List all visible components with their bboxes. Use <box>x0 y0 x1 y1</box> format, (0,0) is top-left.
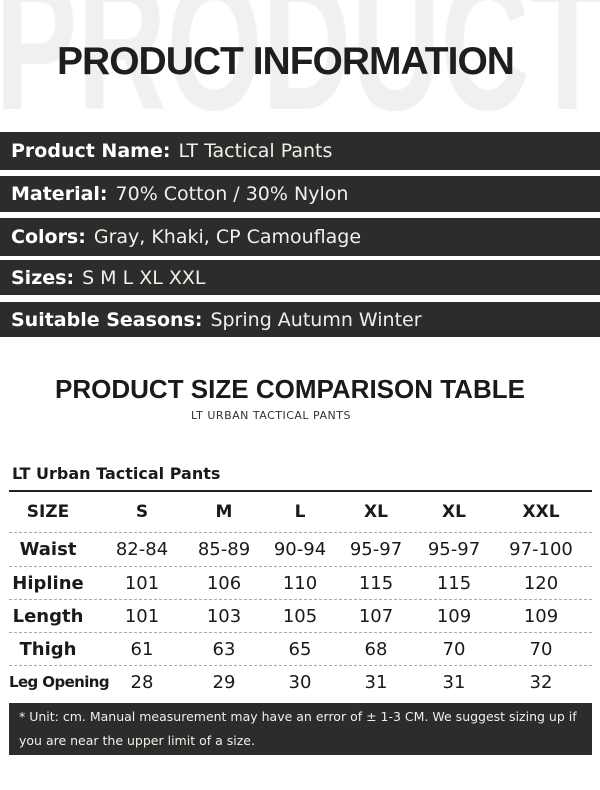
table-cell: 97-100 <box>509 539 573 560</box>
table-cell: 106 <box>206 573 242 594</box>
info-bar: Sizes: S M L XL XXL <box>0 260 600 295</box>
table-cell: 82-84 <box>115 539 169 560</box>
table-cell: S <box>135 502 149 522</box>
info-value: LT Tactical Pants <box>178 140 333 162</box>
table-cell: 65 <box>288 639 312 660</box>
divider <box>9 490 592 492</box>
table-row: Hipline 101 106 110 115 115 120 <box>9 566 592 599</box>
table-cell: 61 <box>130 639 154 660</box>
info-value: 70% Cotton / 30% Nylon <box>115 183 349 205</box>
table-cell: 105 <box>282 606 318 627</box>
info-bar: Colors: Gray, Khaki, CP Camouflage <box>0 218 600 256</box>
table-cell: 109 <box>436 606 472 627</box>
table-cell: 68 <box>364 639 388 660</box>
table-cell: 70 <box>529 639 553 660</box>
table-cell: 95-97 <box>349 539 403 560</box>
row-label: Leg Opening <box>9 673 110 691</box>
table-header-row: SIZE S M L XL XL XXL <box>9 496 592 529</box>
table-cell: XL <box>364 502 388 522</box>
table-cell: 70 <box>442 639 466 660</box>
table-cell: 85-89 <box>197 539 251 560</box>
info-bar: Material: 70% Cotton / 30% Nylon <box>0 176 600 212</box>
table-cell: M <box>215 502 233 522</box>
table-cell: 28 <box>130 672 154 693</box>
table-cell: 115 <box>436 573 472 594</box>
table-cell: 29 <box>212 672 236 693</box>
table-cell: 63 <box>212 639 236 660</box>
table-cell: 115 <box>358 573 394 594</box>
size-table-subtitle: LT URBAN TACTICAL PANTS <box>191 409 351 422</box>
table-row: Waist 82-84 85-89 90-94 95-97 95-97 97-100 <box>9 532 592 565</box>
info-label: Suitable Seasons: <box>11 308 203 331</box>
measurement-note: * Unit: cm. Manual measurement may have … <box>9 703 592 755</box>
row-label: Hipline <box>12 573 84 594</box>
page-title: PRODUCT INFORMATION <box>57 40 515 83</box>
table-cell: XL <box>442 502 466 522</box>
table-cell: 30 <box>288 672 312 693</box>
table-cell: 31 <box>442 672 466 693</box>
table-cell: 107 <box>358 606 394 627</box>
table-cell: 120 <box>523 573 559 594</box>
table-cell: 109 <box>523 606 559 627</box>
info-bar: Product Name: LT Tactical Pants <box>0 132 600 170</box>
table-title: LT Urban Tactical Pants <box>12 464 221 483</box>
size-table-heading: PRODUCT SIZE COMPARISON TABLE <box>55 374 525 404</box>
table-row: Thigh 61 63 65 68 70 70 <box>9 632 592 665</box>
row-label: Thigh <box>19 639 77 660</box>
info-label: Product Name: <box>11 140 171 162</box>
info-value: Spring Autumn Winter <box>210 308 422 331</box>
table-cell: 101 <box>124 573 160 594</box>
table-cell: 90-94 <box>273 539 327 560</box>
table-row: Leg Opening 28 29 30 31 31 32 <box>9 665 592 698</box>
table-cell: 32 <box>529 672 553 693</box>
info-value: S M L XL XXL <box>82 266 206 289</box>
table-cell: 103 <box>206 606 242 627</box>
table-cell: 101 <box>124 606 160 627</box>
info-value: Gray, Khaki, CP Camouflage <box>93 226 362 248</box>
row-label: Length <box>12 606 84 627</box>
table-cell: 95-97 <box>427 539 481 560</box>
table-row: Length 101 103 105 107 109 109 <box>9 599 592 632</box>
info-label: Sizes: <box>11 266 75 289</box>
watermark-graphic <box>0 0 600 130</box>
info-bar: Suitable Seasons: Spring Autumn Winter <box>0 302 600 337</box>
info-label: Colors: <box>11 226 86 248</box>
row-label: SIZE <box>26 502 70 522</box>
info-label: Material: <box>11 183 108 205</box>
row-label: Waist <box>19 539 77 560</box>
table-cell: 31 <box>364 672 388 693</box>
table-cell: L <box>294 502 306 522</box>
table-cell: XXL <box>522 502 560 522</box>
table-cell: 110 <box>282 573 318 594</box>
